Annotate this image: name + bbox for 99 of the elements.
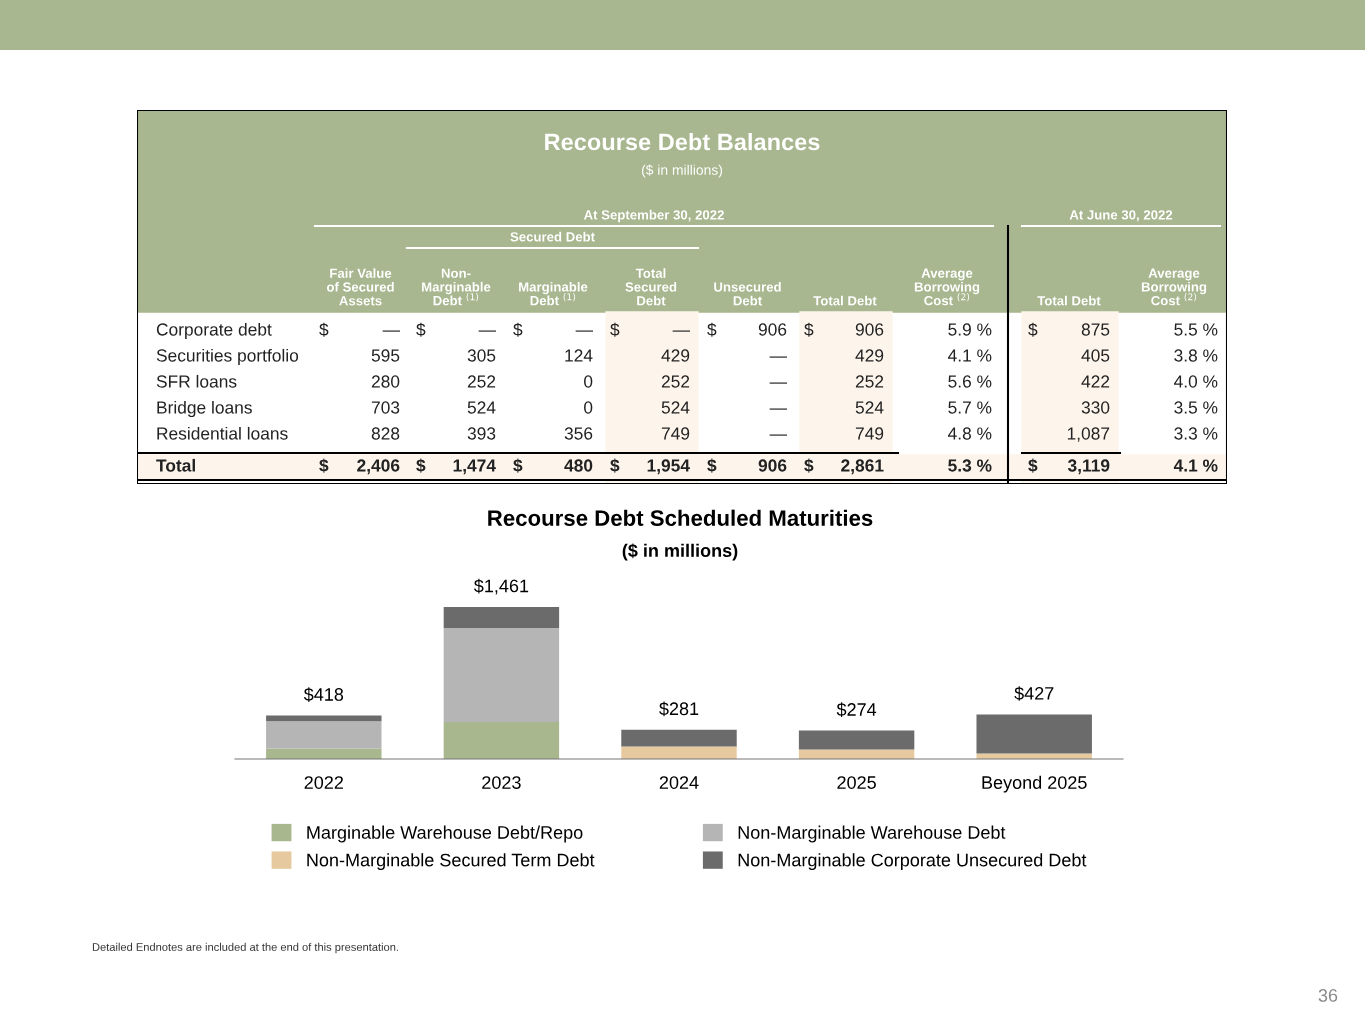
category-label: Total Secured Debt [625, 268, 677, 306]
text: 429 [855, 349, 884, 362]
text: 305 [467, 349, 496, 362]
category-label: Total [156, 458, 195, 472]
bar [976, 714, 1092, 754]
text: 124 [565, 349, 593, 362]
text: At June 30, 2022 [1069, 210, 1173, 222]
text: 5.9 % [948, 323, 992, 336]
text: At September 30, 2022 [583, 209, 724, 223]
text: 828 [371, 427, 400, 440]
category-label: Marginable Debt $^{(1)}$ [519, 281, 588, 306]
text: 1,087 [1067, 427, 1110, 442]
category-label: Securities portfolio [156, 348, 299, 366]
text: $ 2,861 [804, 458, 884, 475]
text: $ — [610, 322, 690, 337]
text: 0 [584, 401, 593, 414]
text: 405 [1081, 349, 1110, 362]
text: 749 [855, 427, 884, 440]
text: Secured Debt [510, 231, 595, 242]
text: 595 [371, 349, 400, 362]
text: $ 875 [1028, 322, 1110, 337]
annotation: $281 [659, 701, 699, 717]
text: 422 [1081, 375, 1110, 388]
text: $ 906 [707, 322, 787, 337]
text: — [769, 408, 787, 410]
text: 280 [371, 375, 400, 388]
category-label: Residential loans [157, 426, 288, 440]
category-label: Unsecured Debt [714, 281, 781, 306]
bar [621, 729, 737, 747]
text: 0 [584, 375, 593, 388]
text: 5.6 % [948, 375, 992, 388]
text: — [769, 382, 787, 384]
text: 252 [855, 375, 884, 388]
text: 36 [1318, 989, 1338, 1002]
text: ($ in millions) [641, 164, 723, 178]
x-tick-label: 2024 [659, 776, 699, 789]
legend-label: Non-Marginable Secured Term Debt [307, 853, 595, 871]
text: $ 3,119 [1028, 458, 1110, 475]
category-label: Total Debt [813, 295, 877, 306]
text: $ — [513, 322, 593, 337]
text: 5.7 % [948, 401, 992, 414]
text: 524 [467, 401, 496, 414]
text: $ 906 [707, 458, 787, 473]
legend-label: Non-Marginable Corporate Unsecured Debt [738, 853, 1087, 871]
text: 524 [661, 401, 690, 414]
text: 393 [467, 427, 496, 440]
annotation: $1,461 [473, 578, 529, 595]
text: — [769, 434, 787, 436]
text: $ 1,474 [416, 458, 496, 475]
bar [266, 721, 382, 749]
text: 3.3 % [1174, 427, 1218, 440]
text: 5.5 % [1174, 323, 1218, 336]
text: 252 [467, 375, 496, 388]
x-tick-label: Beyond 2025 [982, 775, 1087, 793]
text: 252 [661, 375, 690, 388]
category-label: Average Borrowing Cost $^{(2)}$ [914, 268, 980, 306]
annotation: $274 [836, 702, 877, 717]
x-tick-label: 2025 [837, 776, 876, 789]
x-tick-label: 2022 [304, 776, 343, 789]
text: 524 [855, 401, 884, 414]
bar [443, 721, 560, 759]
category-label: SFR loans [156, 374, 237, 388]
bar [443, 627, 560, 722]
text: $ — [416, 322, 496, 337]
bar [798, 730, 915, 750]
chart-title: Recourse Debt Scheduled Maturities [488, 509, 873, 526]
text: Recourse Debt Balances [545, 133, 820, 151]
category-label: Corporate debt [156, 322, 272, 340]
category-label: Fair Value of Secured Assets [326, 268, 394, 306]
text: 429 [661, 349, 690, 362]
bar [443, 607, 560, 628]
text: Detailed Endnotes are included at the end of this presentation. [92, 942, 398, 954]
category-label: Bridge loans [157, 400, 252, 418]
annotation: $427 [1014, 686, 1054, 701]
text: 4.0 % [1174, 375, 1218, 388]
text: 4.8 % [948, 427, 992, 440]
text: 749 [661, 427, 690, 440]
category-label: Average Borrowing Cost $^{(2)}$ [1141, 268, 1207, 306]
text: 703 [371, 401, 400, 414]
text: $ 1,954 [610, 458, 690, 475]
text: 3.5 % [1174, 401, 1218, 414]
legend-label: Non-Marginable Warehouse Debt [738, 825, 1006, 843]
text: 4.1 % [948, 349, 992, 362]
text: $ 2,406 [319, 458, 400, 475]
annotation: $418 [303, 687, 344, 702]
chart-subtitle: ($ in millions) [622, 543, 738, 561]
category-label: Non- Marginable Debt $^{(1)}$ [422, 268, 491, 306]
text: 4.1 % [1173, 459, 1218, 472]
legend-label: Marginable Warehouse Debt/Repo [307, 825, 583, 843]
text: $ 480 [513, 458, 593, 473]
text: 5.3 % [948, 459, 992, 472]
text: 356 [564, 427, 593, 440]
text: 3.8 % [1174, 349, 1218, 362]
text: — [769, 356, 787, 358]
text: 330 [1081, 401, 1110, 414]
x-tick-label: 2023 [482, 776, 521, 789]
category-label: Total Debt [1037, 295, 1101, 306]
text: $ — [319, 322, 400, 337]
text: $ 906 [804, 322, 884, 337]
